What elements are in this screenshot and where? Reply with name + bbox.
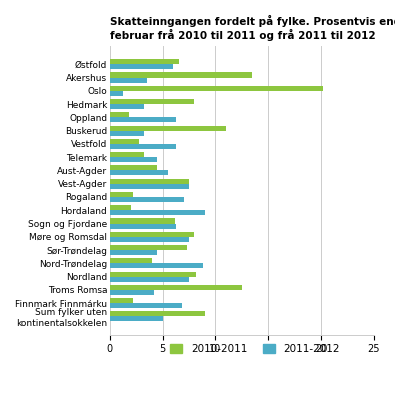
Bar (110, 303, 182, 308)
Bar (110, 298, 133, 303)
Bar (110, 104, 144, 109)
Bar (110, 130, 144, 136)
Bar (110, 197, 184, 202)
Bar (110, 126, 226, 130)
Bar (110, 192, 133, 197)
Bar (110, 179, 189, 184)
Bar (110, 91, 122, 96)
Bar (110, 64, 173, 69)
Bar (110, 184, 189, 189)
Bar (110, 112, 129, 117)
Bar (110, 152, 144, 157)
Bar (110, 232, 194, 237)
Bar (110, 263, 203, 269)
Bar (110, 205, 131, 210)
Bar (110, 165, 157, 170)
Bar (110, 210, 205, 215)
Bar (110, 277, 189, 282)
Legend: 2010-2011, 2011-2012: 2010-2011, 2011-2012 (166, 340, 344, 358)
Bar (110, 59, 179, 64)
Bar (110, 285, 242, 290)
Bar (110, 272, 196, 277)
Bar (110, 73, 252, 77)
Bar (110, 77, 147, 83)
Bar (110, 117, 177, 122)
Bar (110, 290, 154, 295)
Text: Skatteinngangen fordelt på fylke. Prosentvis endring januar-
februar frå 2010 ti: Skatteinngangen fordelt på fylke. Prosen… (110, 15, 395, 41)
Bar (110, 245, 187, 250)
Bar (110, 144, 177, 149)
Bar (110, 157, 157, 162)
Bar (110, 99, 194, 104)
Bar (110, 219, 175, 223)
Bar (110, 170, 168, 176)
Bar (110, 139, 139, 144)
Bar (110, 311, 205, 316)
Bar (110, 86, 323, 91)
Bar (110, 223, 177, 229)
Bar (110, 237, 189, 242)
Bar (110, 316, 163, 322)
Bar (110, 250, 157, 255)
Bar (110, 258, 152, 263)
